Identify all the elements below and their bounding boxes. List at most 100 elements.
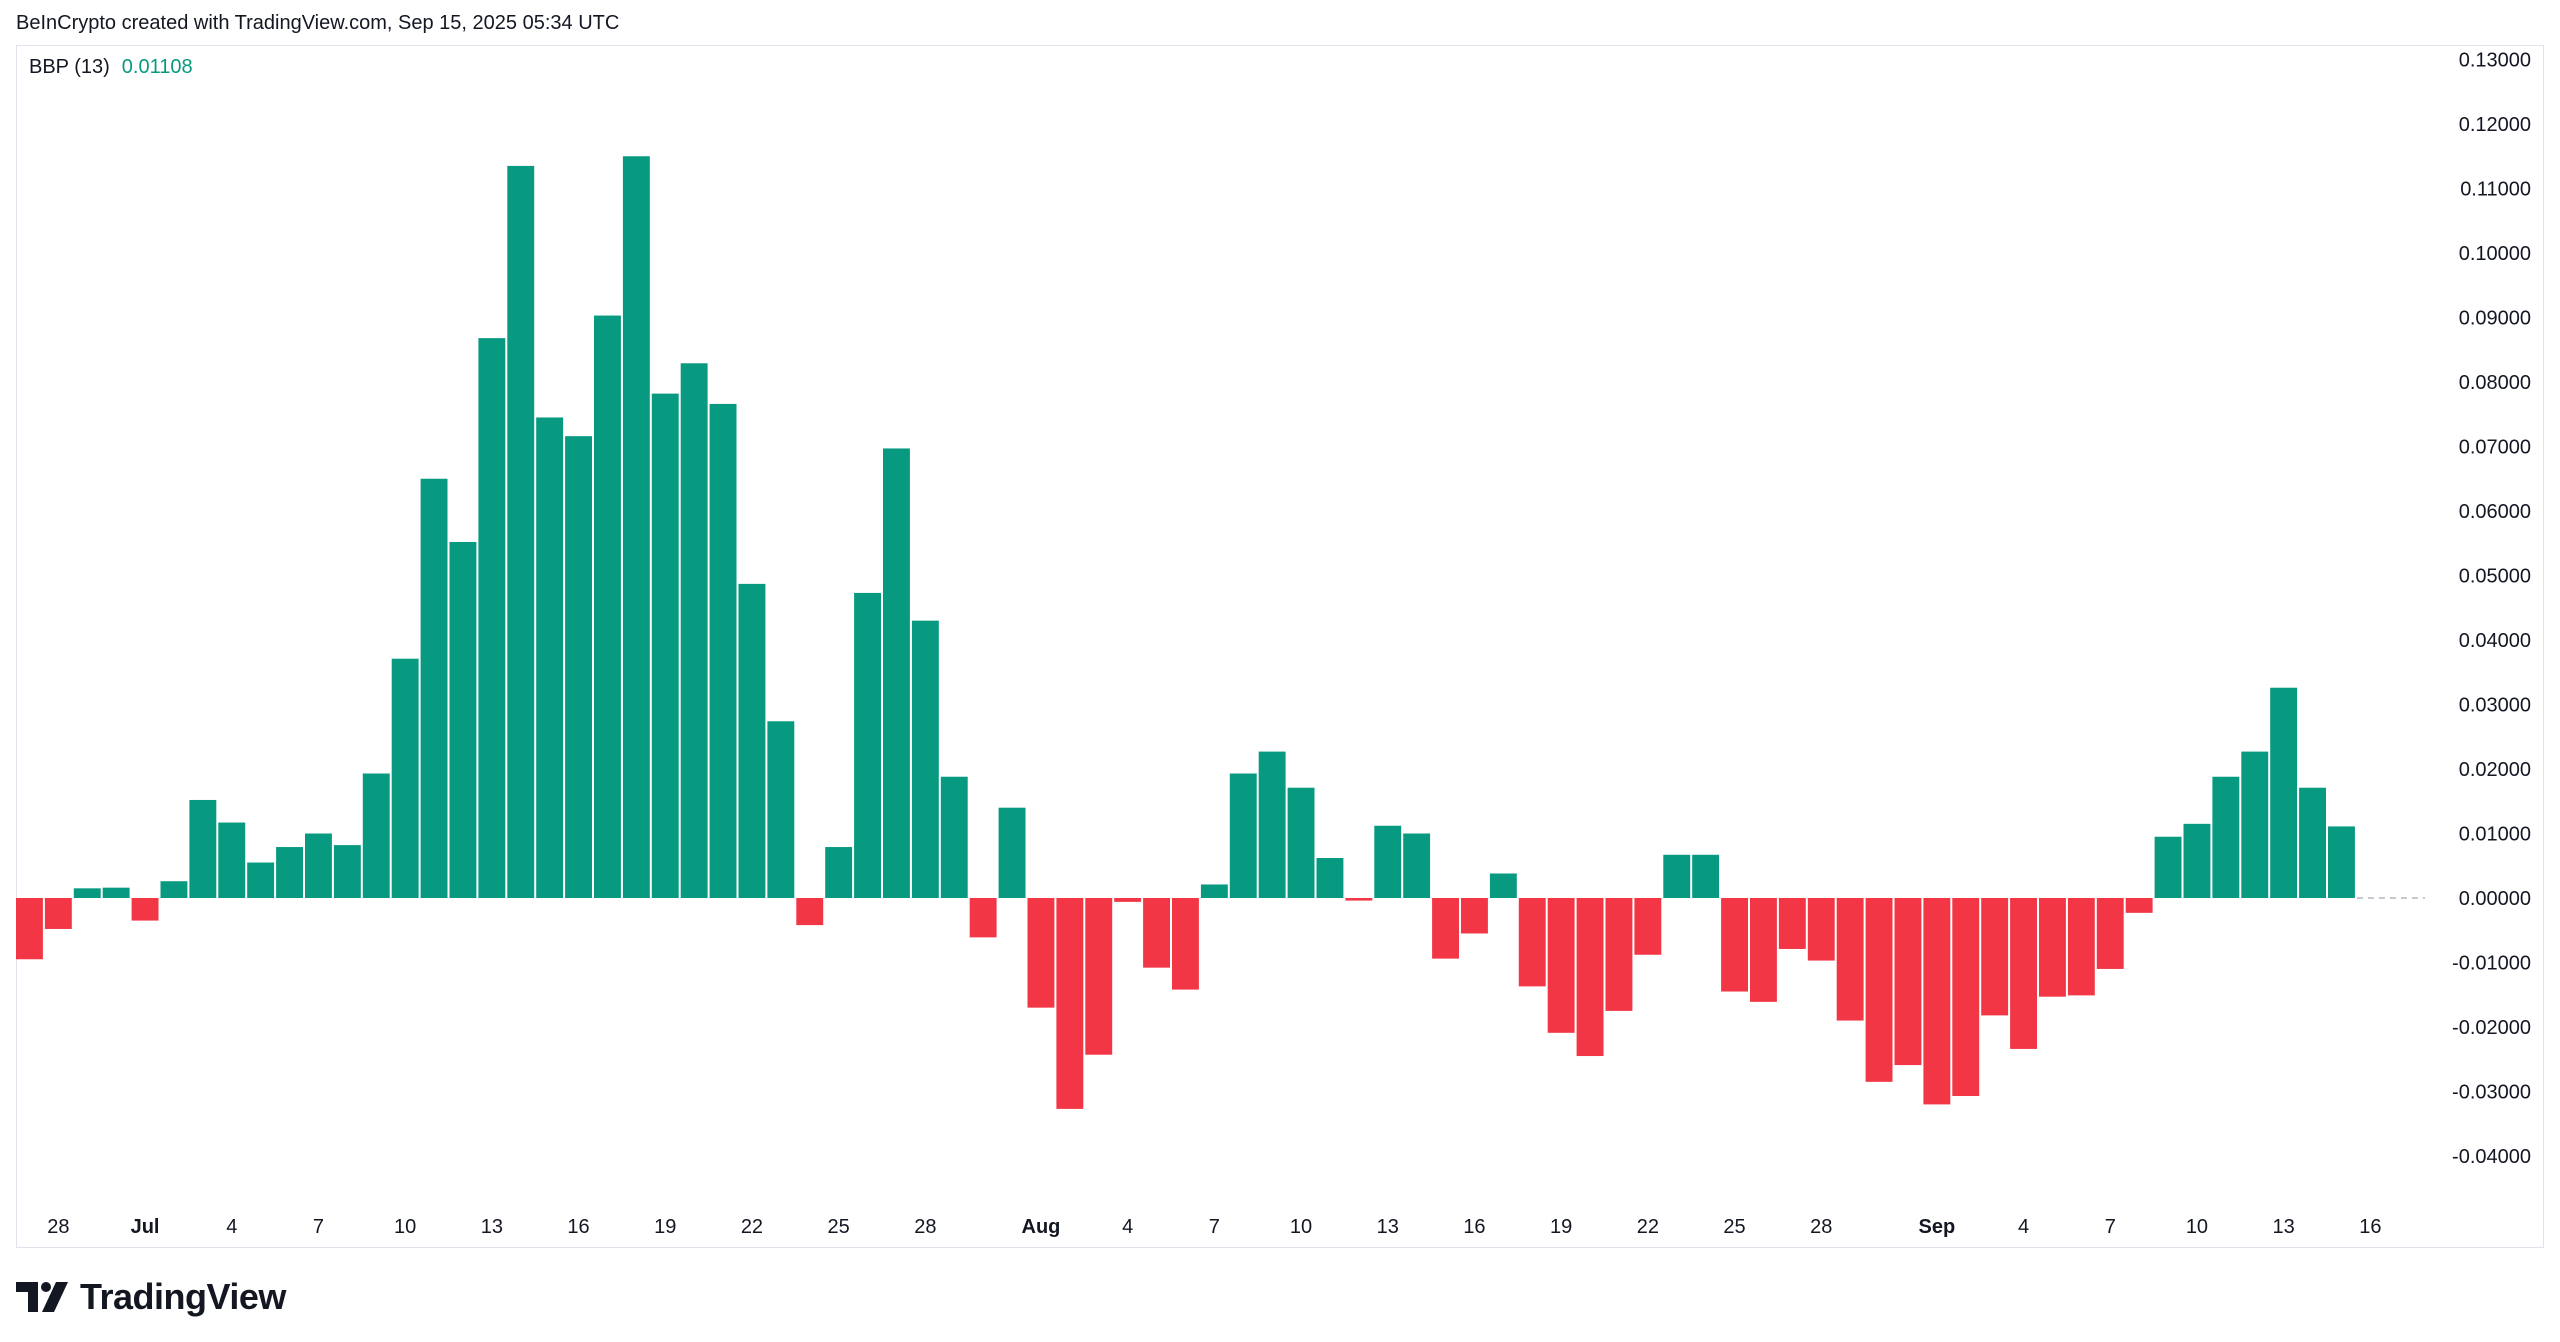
- x-axis: 28 Jul 4 7 10 13 16 19 22 25 28 Aug 4 7 10 13 16 19 22 25 28…: [47, 1216, 2381, 1238]
- y-tick-label: 0.12000: [2459, 114, 2531, 136]
- y-tick-label: -0.04000: [2452, 1146, 2531, 1168]
- bar: [218, 822, 246, 898]
- bar: [1200, 884, 1228, 898]
- x-tick-label: 22: [1637, 1216, 1659, 1238]
- chart-credit: BeInCrypto created with TradingView.com,…: [16, 12, 620, 34]
- y-tick-label: 0.11000: [2460, 179, 2531, 201]
- bar: [2212, 776, 2240, 898]
- y-tick-label: 0.10000: [2459, 243, 2531, 265]
- y-tick-label: -0.01000: [2452, 953, 2531, 975]
- bar: [247, 862, 275, 898]
- bar: [1778, 898, 1806, 949]
- tradingview-logo-icon[interactable]: [16, 1282, 68, 1312]
- bar: [1634, 898, 1662, 955]
- bar: [1981, 898, 2009, 1016]
- indicator-legend[interactable]: BBP (13) 0.01108: [29, 56, 193, 79]
- x-tick-label: 28: [914, 1216, 936, 1238]
- x-tick-label: 28: [1810, 1216, 1832, 1238]
- x-tick-label: 4: [226, 1216, 237, 1238]
- bar: [160, 881, 188, 898]
- bar: [1663, 854, 1691, 898]
- x-tick-label: 25: [1723, 1216, 1745, 1238]
- bar: [276, 847, 303, 898]
- bar: [911, 620, 939, 898]
- bar: [16, 898, 43, 960]
- bar: [2328, 826, 2355, 898]
- x-tick-label: 7: [313, 1216, 324, 1238]
- bar: [507, 165, 535, 899]
- bar: [1403, 833, 1431, 898]
- x-tick-label: 10: [1290, 1216, 1312, 1238]
- x-tick-label: 16: [567, 1216, 589, 1238]
- bar: [854, 592, 881, 898]
- x-tick-label: 4: [2018, 1216, 2029, 1238]
- y-tick-label: 0.00000: [2459, 888, 2531, 910]
- y-axis: 0.13000 0.12000 0.11000 0.10000 0.09000 0.080…: [2452, 50, 2531, 1169]
- bar: [102, 887, 130, 898]
- bar: [680, 363, 708, 898]
- bar: [189, 799, 217, 898]
- x-tick-label: Aug: [1022, 1216, 1061, 1238]
- bar: [1316, 858, 1344, 898]
- x-tick-label: 28: [47, 1216, 69, 1238]
- x-tick-label: 19: [1550, 1216, 1572, 1238]
- bar: [796, 898, 824, 926]
- y-tick-label: 0.03000: [2459, 695, 2531, 717]
- bar: [1172, 898, 1199, 990]
- bar: [1056, 898, 1084, 1109]
- y-tick-label: 0.13000: [2459, 50, 2531, 72]
- bar: [2096, 898, 2124, 969]
- x-tick-label: 7: [1209, 1216, 1220, 1238]
- tradingview-brand[interactable]: TradingView: [80, 1276, 286, 1317]
- bar: [1114, 898, 1142, 902]
- bar: [1605, 898, 1633, 1011]
- indicator-name: BBP (13): [29, 56, 110, 78]
- bar: [2299, 787, 2326, 898]
- bar: [1894, 898, 1922, 1066]
- y-tick-label: 0.01000: [2459, 824, 2531, 846]
- bar: [131, 898, 159, 921]
- bar: [998, 807, 1026, 898]
- x-tick-label: 19: [654, 1216, 676, 1238]
- x-tick-label: 16: [1463, 1216, 1485, 1238]
- bar: [738, 583, 766, 898]
- bar: [1489, 873, 1517, 898]
- bar: [1229, 773, 1257, 898]
- indicator-value: 0.01108: [121, 56, 193, 78]
- bar: [2154, 836, 2182, 898]
- bar: [536, 417, 564, 898]
- bar: [2067, 898, 2095, 996]
- chart-frame: [16, 45, 2544, 1248]
- bar: [1085, 898, 1113, 1055]
- bar: [391, 658, 419, 898]
- bar: [883, 448, 910, 898]
- bar: [825, 847, 853, 898]
- y-tick-label: -0.03000: [2452, 1082, 2531, 1104]
- bar: [449, 541, 477, 898]
- bar: [1027, 898, 1055, 1008]
- y-tick-label: 0.04000: [2459, 630, 2531, 652]
- x-tick-label: 4: [1122, 1216, 1133, 1238]
- y-tick-label: 0.02000: [2459, 759, 2531, 781]
- bars-group: [16, 156, 2355, 1109]
- bar: [73, 888, 101, 898]
- bar: [1836, 898, 1864, 1021]
- bar: [305, 833, 332, 898]
- bar: [1952, 898, 1980, 1097]
- bar: [362, 773, 390, 898]
- x-tick-label: 10: [2186, 1216, 2208, 1238]
- bar: [1287, 787, 1315, 898]
- x-tick-label: Jul: [131, 1216, 160, 1238]
- y-tick-label: 0.05000: [2459, 566, 2531, 588]
- x-tick-label: 22: [741, 1216, 763, 1238]
- bar: [594, 315, 621, 898]
- bar: [565, 436, 592, 898]
- bar: [420, 478, 448, 898]
- bar: [1345, 898, 1373, 901]
- x-tick-label: 7: [2105, 1216, 2116, 1238]
- y-tick-label: 0.06000: [2459, 501, 2531, 523]
- bar: [1576, 898, 1604, 1057]
- bar: [1923, 898, 1951, 1105]
- bar: [333, 845, 361, 898]
